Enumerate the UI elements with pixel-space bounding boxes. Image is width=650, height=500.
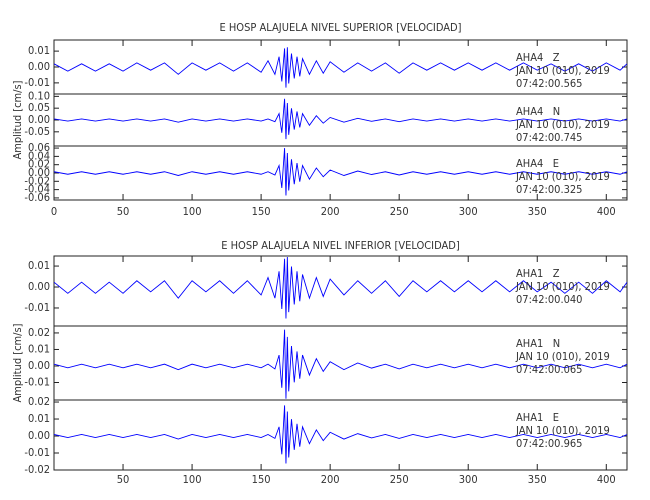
date-label: JAN 10 (010), 2019 xyxy=(515,424,610,437)
y-tick-label: 0.00 xyxy=(28,113,50,126)
y-tick-label: -0.06 xyxy=(24,191,50,204)
panel-frame xyxy=(53,399,628,471)
y-axis-label: Amplitud [cm/s] xyxy=(11,323,24,402)
x-tick-label: 300 xyxy=(459,473,478,486)
station-label: AHA1 Z xyxy=(516,267,560,280)
y-tick-label: 0.02 xyxy=(28,326,50,339)
chart-title: E HOSP ALAJUELA NIVEL SUPERIOR [VELOCIDA… xyxy=(219,21,461,34)
y-tick-label: 0.01 xyxy=(28,259,50,272)
x-tick-label: 0 xyxy=(51,205,57,218)
time-label: 07:42:00.965 xyxy=(516,437,582,450)
y-tick-label: 0.05 xyxy=(28,101,50,114)
date-label: JAN 10 (010), 2019 xyxy=(515,170,610,183)
time-label: 07:42:00.040 xyxy=(516,293,582,306)
y-tick-label: 0.06 xyxy=(28,141,50,154)
station-label: AHA4 E xyxy=(516,157,559,170)
y-tick-label: -0.04 xyxy=(24,183,50,196)
x-tick-label: 150 xyxy=(252,473,271,486)
x-tick-label: 350 xyxy=(528,205,547,218)
time-label: 07:42:00.325 xyxy=(516,183,582,196)
x-tick-label: 200 xyxy=(321,473,340,486)
x-tick-label: 100 xyxy=(183,205,202,218)
y-tick-label: 0.01 xyxy=(28,412,50,425)
y-tick-label: 0.00 xyxy=(28,359,50,372)
y-tick-label: -0.02 xyxy=(24,174,50,187)
station-label: AHA1 N xyxy=(516,337,560,350)
date-label: JAN 10 (010), 2019 xyxy=(515,118,610,131)
y-axis-label: Amplitud [cm/s] xyxy=(11,80,24,159)
y-tick-label: -0.02 xyxy=(24,463,50,476)
y-tick-label: -0.01 xyxy=(24,375,50,388)
trace xyxy=(54,257,627,319)
station-label: AHA1 E xyxy=(516,411,559,424)
y-tick-label: 0.02 xyxy=(28,158,50,171)
y-tick-label: -0.05 xyxy=(24,125,50,138)
trace xyxy=(54,405,627,464)
x-tick-label: 400 xyxy=(597,205,616,218)
y-tick-label: 0.04 xyxy=(28,149,50,162)
chart-title: E HOSP ALAJUELA NIVEL INFERIOR [VELOCIDA… xyxy=(221,239,460,252)
y-tick-label: 0.01 xyxy=(28,44,50,57)
x-tick-label: 400 xyxy=(597,473,616,486)
y-tick-label: 0.00 xyxy=(28,166,50,179)
y-tick-label: -0.01 xyxy=(24,446,50,459)
y-tick-label: 0.00 xyxy=(28,280,50,293)
station-label: AHA4 N xyxy=(516,105,560,118)
x-tick-label: 100 xyxy=(183,473,202,486)
y-tick-label: 0.01 xyxy=(28,342,50,355)
y-tick-label: -0.01 xyxy=(24,76,50,89)
x-tick-label: 250 xyxy=(390,205,409,218)
trace xyxy=(54,47,627,88)
time-label: 07:42:00.745 xyxy=(516,131,582,144)
trace xyxy=(54,98,627,140)
time-label: 07:42:00.065 xyxy=(516,363,582,376)
date-label: JAN 10 (010), 2019 xyxy=(515,350,610,363)
date-label: JAN 10 (010), 2019 xyxy=(515,280,610,293)
x-tick-label: 50 xyxy=(117,205,130,218)
date-label: JAN 10 (010), 2019 xyxy=(515,64,610,77)
y-tick-label: 0.00 xyxy=(28,429,50,442)
y-tick-label: 0.00 xyxy=(28,60,50,73)
x-tick-label: 50 xyxy=(117,473,130,486)
x-tick-label: 350 xyxy=(528,473,547,486)
y-tick-label: 0.10 xyxy=(28,89,50,102)
x-tick-label: 150 xyxy=(252,205,271,218)
station-label: AHA4 Z xyxy=(516,51,560,64)
x-tick-label: 250 xyxy=(390,473,409,486)
y-tick-label: -0.01 xyxy=(24,301,50,314)
time-label: 07:42:00.565 xyxy=(516,77,582,90)
x-tick-label: 300 xyxy=(459,205,478,218)
trace xyxy=(54,148,627,196)
y-tick-label: 0.02 xyxy=(28,395,50,408)
x-tick-label: 200 xyxy=(321,205,340,218)
trace xyxy=(54,329,627,399)
